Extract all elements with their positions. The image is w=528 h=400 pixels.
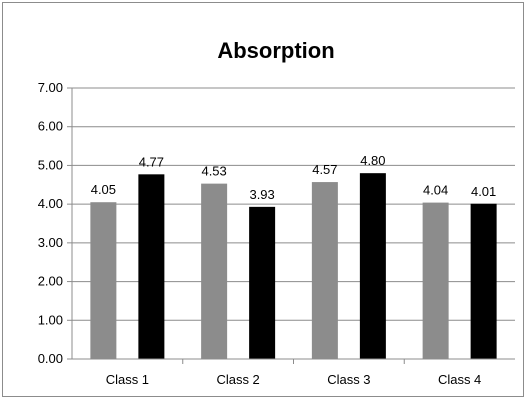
- y-tick-label: 1.00: [38, 312, 63, 327]
- y-tick-label: 2.00: [38, 274, 63, 289]
- bar: [138, 174, 165, 359]
- bar: [470, 203, 497, 359]
- y-tick-label: 3.00: [38, 235, 63, 250]
- bar: [359, 173, 386, 359]
- data-label: 4.05: [91, 182, 116, 197]
- x-tick-label: Class 3: [327, 372, 370, 387]
- bar: [201, 183, 228, 359]
- bars: [90, 173, 497, 359]
- bar: [249, 206, 276, 359]
- y-tick-label: 4.00: [38, 196, 63, 211]
- data-label: 4.53: [201, 164, 226, 179]
- x-tick-label: Class 2: [216, 372, 259, 387]
- bar: [90, 202, 117, 359]
- data-label: 4.80: [360, 153, 385, 168]
- data-label: 4.04: [423, 183, 448, 198]
- y-tick-label: 6.00: [38, 119, 63, 134]
- data-label: 4.77: [139, 154, 164, 169]
- chart-title: Absorption: [217, 38, 334, 63]
- data-label: 3.93: [249, 187, 274, 202]
- x-tick-label: Class 4: [438, 372, 481, 387]
- y-tick-label: 7.00: [38, 80, 63, 95]
- y-axis-ticks: 0.00 1.00 2.00 3.00 4.00 5.00 6.00 7.00: [38, 80, 72, 366]
- data-label: 4.57: [312, 162, 337, 177]
- x-axis-ticks: Class 1 Class 2 Class 3 Class 4: [106, 359, 481, 387]
- bar: [422, 202, 449, 359]
- bar: [311, 182, 338, 359]
- data-label: 4.01: [471, 184, 496, 199]
- data-labels: 4.05 4.77 4.53 3.93 4.57 4.80 4.04 4.01: [91, 153, 497, 202]
- y-tick-label: 0.00: [38, 351, 63, 366]
- x-tick-label: Class 1: [106, 372, 149, 387]
- y-tick-label: 5.00: [38, 157, 63, 172]
